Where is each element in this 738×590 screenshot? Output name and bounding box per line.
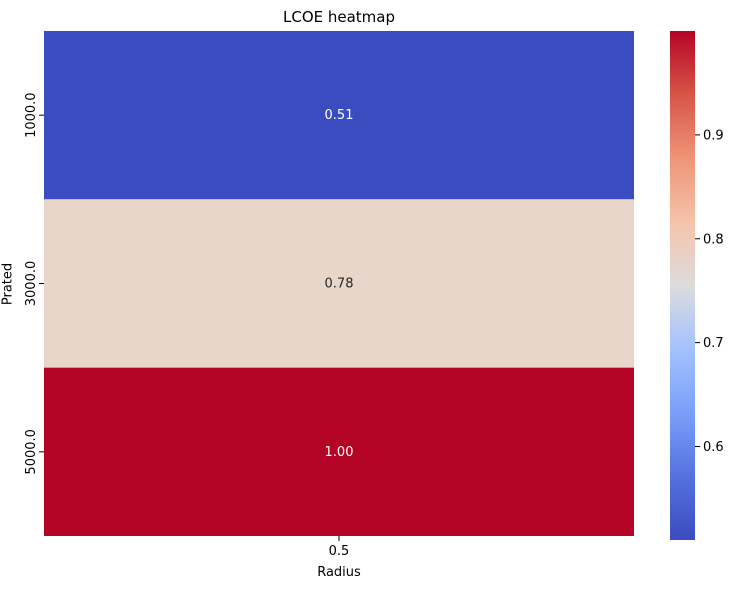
colorbar-tick-label: 0.6 [703, 440, 724, 455]
colorbar [670, 31, 695, 540]
y-tick-label: 1000.0 [24, 92, 39, 137]
cell-annotation: 1.00 [325, 445, 354, 460]
heatmap-cell [44, 199, 634, 368]
y-tick-label: 5000.0 [24, 429, 39, 475]
colorbar-tick-label: 0.8 [703, 232, 724, 247]
colorbar-ticks: 0.6 0.7 0.8 0.9 [695, 128, 724, 455]
cell-annotation: 0.78 [325, 277, 354, 292]
heatmap-cell [44, 367, 634, 536]
cell-annotation: 0.51 [325, 108, 354, 123]
y-axis: 1000.0 3000.0 5000.0 [24, 92, 44, 475]
heatmap-cells [44, 31, 634, 536]
cell-annotations: 0.51 0.78 1.00 [325, 108, 354, 460]
y-tick-label: 3000.0 [24, 261, 39, 307]
x-tick-label: 0.5 [329, 544, 350, 559]
colorbar-tick-label: 0.9 [703, 128, 724, 143]
colorbar-tick-label: 0.7 [703, 336, 724, 351]
x-axis: 0.5 [329, 536, 350, 559]
y-axis-label: Prated [0, 262, 16, 306]
x-axis-label: Radius [317, 565, 361, 580]
chart-title: LCOE heatmap [282, 8, 396, 26]
heatmap-cell [44, 31, 634, 200]
